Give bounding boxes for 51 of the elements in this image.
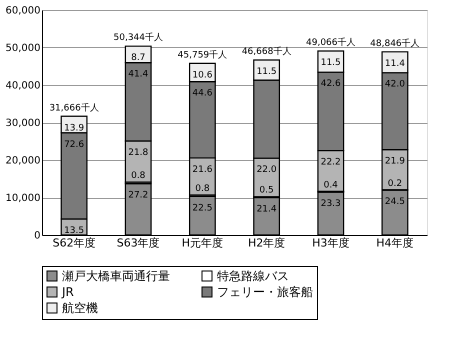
annotation: 11.5 [256,66,277,77]
annotation: 27.2 [128,190,148,201]
x-tick-label: H4年度 [376,236,414,250]
x-tick-label: H3年度 [312,236,350,250]
annotation: 8.7 [131,53,146,64]
x-tick-label: H2年度 [248,236,286,250]
annotation: 0.5 [259,186,274,196]
y-tick-label: 50,000 [6,43,40,54]
y-tick-label: 10,000 [6,193,40,204]
x-tick-label: S62年度 [52,236,96,250]
legend-label: 特急路線バス [217,269,289,283]
annotation: 22.5 [192,203,212,214]
y-tick-label: 0 [34,230,40,242]
y-tick-label: 30,000 [6,118,40,129]
total-label: 48,846千人 [370,38,420,49]
total-label: 45,759千人 [178,49,228,60]
annotation: 72.6 [64,140,84,150]
annotation: 13.5 [64,226,84,236]
annotation: 42.6 [320,79,342,90]
legend-label: 瀬戸大橋車両通行量 [62,269,170,283]
annotation: 44.6 [192,88,213,99]
total-label: 46,668千人 [242,46,292,57]
total-label: 31,666千人 [49,102,99,114]
annotation: 21.8 [128,148,149,158]
y-tick-label: 20,000 [6,156,40,166]
x-tick-label: H元年度 [182,236,224,250]
annotation: 10.6 [192,70,213,80]
annotation: 22.2 [320,158,341,168]
annotation: 42.0 [384,80,406,90]
y-tick-label: 40,000 [6,80,40,92]
annotation: 24.5 [384,197,405,208]
y-tick-label: 60,000 [6,6,40,16]
annotation: 0.8 [131,171,146,182]
annotation: 41.4 [128,70,149,80]
annotation: 13.9 [64,123,84,134]
legend-label: 航空機 [62,301,98,315]
annotation: 23.3 [320,199,341,210]
annotation: 11.4 [384,58,406,69]
annotation: 21.6 [192,164,213,175]
legend-label: JR [61,285,74,299]
x-tick-label: S63年度 [116,236,160,250]
annotation: 0.4 [324,180,338,190]
total-label: 50,344千人 [114,32,163,44]
annotation: 0.2 [388,178,402,189]
total-label: 49,066千人 [306,37,356,48]
annotation: 21.9 [384,156,406,167]
annotation: 22.0 [256,165,277,176]
annotation: 11.5 [320,58,341,68]
annotation: 0.8 [195,184,210,194]
annotation: 21.4 [256,204,277,215]
legend-label: フェリー・旅客船 [217,285,313,299]
